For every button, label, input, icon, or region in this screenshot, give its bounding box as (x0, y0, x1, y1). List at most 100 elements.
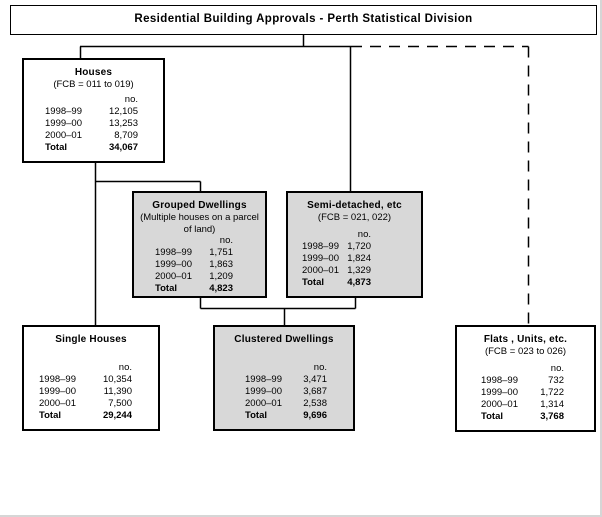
year-cell: 1998–99 (245, 374, 282, 385)
unit-label: no. (219, 235, 233, 246)
year-cell: 1998–99 (155, 247, 192, 258)
unit-row: no. (24, 94, 163, 106)
total-row: Total 9,696 (215, 410, 353, 422)
total-value: 29,244 (102, 410, 132, 421)
node-houses: Houses (FCB = 011 to 019) no. 1998–99 12,… (22, 58, 165, 163)
table-row: 1998–99 1,751 (134, 247, 265, 259)
table-row: 2000–01 8,709 (24, 130, 163, 142)
node-houses-subtitle: (FCB = 011 to 019) (53, 79, 134, 90)
node-clustered-dwellings: Clustered Dwellings no. 1998–99 3,471 199… (213, 325, 355, 431)
node-semi-table: no. 1998–99 1,720 1999–00 1,824 2000–01 1,3… (288, 229, 421, 296)
node-flats-title: Flats , Units, etc. (483, 334, 568, 345)
unit-label: no. (124, 94, 138, 105)
node-clustered-title: Clustered Dwellings (234, 334, 334, 345)
value-cell: 1,314 (540, 399, 564, 410)
total-row: Total 3,768 (457, 411, 594, 423)
table-row: 1998–99 1,720 (288, 241, 421, 253)
table-row: 2000–01 1,209 (134, 271, 265, 283)
year-cell: 1998–99 (481, 375, 518, 386)
node-clustered-table: no. 1998–99 3,471 1999–00 3,687 2000–01 2,5… (215, 362, 353, 429)
unit-row: no. (215, 362, 353, 374)
table-row: 1998–99 732 (457, 375, 594, 387)
node-single-title: Single Houses (55, 334, 127, 345)
year-cell: 2000–01 (481, 399, 518, 410)
node-houses-title: Houses (74, 67, 113, 78)
total-label: Total (302, 277, 324, 288)
year-cell: 1998–99 (45, 106, 82, 117)
node-semi-detached: Semi-detached, etc (FCB = 021, 022) no. … (286, 191, 423, 298)
table-row: 1999–00 1,824 (288, 253, 421, 265)
table-row: 2000–01 1,329 (288, 265, 421, 277)
node-flats-subtitle: (FCB = 023 to 026) (484, 346, 567, 357)
table-row: 1999–00 1,722 (457, 387, 594, 399)
value-cell: 1,720 (347, 241, 371, 252)
value-cell: 1,751 (209, 247, 233, 258)
value-cell: 3,687 (303, 386, 327, 397)
node-single-houses: Single Houses no. 1998–99 10,354 1999–00 1… (22, 325, 160, 431)
value-cell: 1,329 (347, 265, 371, 276)
unit-label: no. (118, 362, 132, 373)
value-cell: 8,709 (114, 130, 138, 141)
total-row: Total 34,067 (24, 142, 163, 154)
table-row: 1998–99 3,471 (215, 374, 353, 386)
node-grouped-subtitle: (Multiple houses on a parcel of land) (140, 212, 259, 235)
total-row: Total 4,873 (288, 277, 421, 289)
total-value: 34,067 (108, 142, 138, 153)
value-cell: 12,105 (108, 106, 138, 117)
node-grouped-table: no. 1998–99 1,751 1999–00 1,863 2000–01 1,2… (134, 235, 265, 302)
total-value: 4,823 (209, 283, 233, 294)
value-cell: 1,209 (209, 271, 233, 282)
value-cell: 10,354 (102, 374, 132, 385)
total-row: Total 29,244 (24, 410, 158, 422)
year-cell: 2000–01 (302, 265, 339, 276)
node-semi-title: Semi-detached, etc (307, 200, 402, 211)
total-value: 4,873 (347, 277, 371, 288)
total-value: 3,768 (540, 411, 564, 422)
year-cell: 1999–00 (481, 387, 518, 398)
table-row: 2000–01 2,538 (215, 398, 353, 410)
value-cell: 2,538 (303, 398, 327, 409)
table-row: 1999–00 11,390 (24, 386, 158, 398)
total-label: Total (45, 142, 67, 153)
year-cell: 1999–00 (45, 118, 82, 129)
year-cell: 2000–01 (39, 398, 76, 409)
year-cell: 1999–00 (245, 386, 282, 397)
table-row: 1998–99 12,105 (24, 106, 163, 118)
unit-row: no. (134, 235, 265, 247)
year-cell: 1998–99 (39, 374, 76, 385)
node-flats-table: no. 1998–99 732 1999–00 1,722 2000–01 1,314… (457, 363, 594, 430)
year-cell: 1999–00 (155, 259, 192, 270)
value-cell: 11,390 (103, 386, 132, 397)
table-row: 1998–99 10,354 (24, 374, 158, 386)
total-label: Total (481, 411, 503, 422)
diagram-title: Residential Building Approvals - Perth S… (10, 5, 597, 35)
total-label: Total (155, 283, 177, 294)
year-cell: 2000–01 (245, 398, 282, 409)
year-cell: 1998–99 (302, 241, 339, 252)
table-row: 1999–00 3,687 (215, 386, 353, 398)
year-cell: 2000–01 (45, 130, 82, 141)
table-row: 2000–01 7,500 (24, 398, 158, 410)
unit-label: no. (357, 229, 371, 240)
value-cell: 13,253 (108, 118, 138, 129)
unit-row: no. (288, 229, 421, 241)
node-semi-subtitle: (FCB = 021, 022) (317, 212, 392, 223)
node-houses-table: no. 1998–99 12,105 1999–00 13,253 2000–01 8… (24, 94, 163, 161)
value-cell: 3,471 (303, 374, 327, 385)
table-row: 1999–00 13,253 (24, 118, 163, 130)
node-flats-units: Flats , Units, etc. (FCB = 023 to 026) n… (455, 325, 596, 432)
unit-row: no. (457, 363, 594, 375)
value-cell: 1,722 (540, 387, 564, 398)
unit-label: no. (313, 362, 327, 373)
year-cell: 1999–00 (39, 386, 76, 397)
total-row: Total 4,823 (134, 283, 265, 295)
value-cell: 732 (548, 375, 564, 386)
year-cell: 2000–01 (155, 271, 192, 282)
table-row: 2000–01 1,314 (457, 399, 594, 411)
total-value: 9,696 (303, 410, 327, 421)
table-row: 1999–00 1,863 (134, 259, 265, 271)
node-grouped-dwellings: Grouped Dwellings (Multiple houses on a … (132, 191, 267, 298)
year-cell: 1999–00 (302, 253, 339, 264)
value-cell: 7,500 (108, 398, 132, 409)
